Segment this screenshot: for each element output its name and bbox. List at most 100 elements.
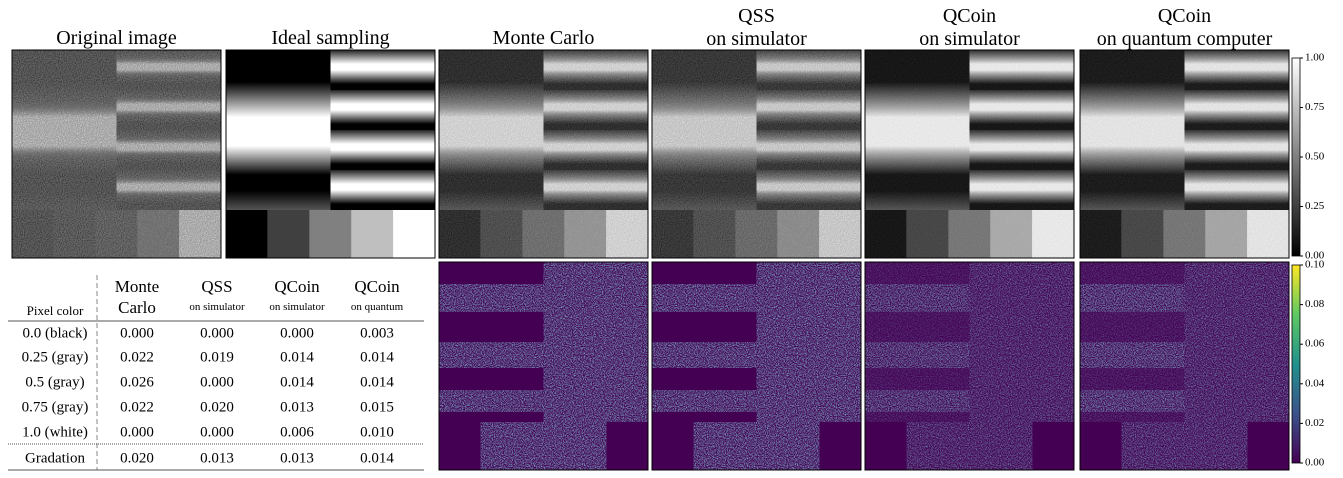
noise bbox=[12, 50, 221, 258]
panel-image bbox=[12, 50, 221, 258]
colorbar-tick-label: 0.50 bbox=[1305, 151, 1325, 163]
column-subheader: on simulator bbox=[269, 301, 325, 313]
error-map bbox=[652, 262, 861, 470]
colorbar-tick-label: 0.06 bbox=[1305, 338, 1325, 350]
table-cell: 0.020 bbox=[200, 399, 234, 415]
column-subheader: Carlo bbox=[118, 298, 156, 317]
row-label: 0.0 (black) bbox=[23, 325, 88, 341]
column-header: QCoin bbox=[274, 277, 320, 296]
row-label: 1.0 (white) bbox=[22, 424, 88, 440]
table-cell: 0.010 bbox=[360, 424, 394, 440]
table-cell: 0.000 bbox=[120, 325, 154, 341]
error-noise bbox=[652, 342, 757, 368]
colorbar-tick-label: 0.25 bbox=[1305, 200, 1325, 212]
panel-image bbox=[1080, 50, 1289, 258]
error-map bbox=[1080, 262, 1289, 470]
noise bbox=[865, 50, 1074, 258]
column-header: QCoin bbox=[354, 277, 400, 296]
table-cell: 0.014 bbox=[360, 374, 394, 390]
table-cell: 0.014 bbox=[280, 374, 314, 390]
colorbar-tick-label: 0.00 bbox=[1305, 457, 1325, 469]
error-noise bbox=[757, 262, 862, 422]
row-label: 0.75 (gray) bbox=[22, 399, 89, 415]
table-cell: 0.006 bbox=[280, 424, 314, 440]
error-noise bbox=[1122, 422, 1247, 470]
panel-image bbox=[439, 50, 648, 258]
page: {"panels": [ {"title_lines": ["Original … bbox=[0, 0, 1343, 478]
noise bbox=[439, 50, 648, 258]
figure: Original image Ideal sampling Monte Carlo Q… bbox=[0, 0, 1343, 473]
panel-title: QCoin bbox=[1158, 5, 1211, 27]
error-map bbox=[865, 262, 1074, 470]
error-noise bbox=[652, 390, 757, 412]
error-noise bbox=[439, 390, 544, 412]
colorbar-tick-label: 0.08 bbox=[1305, 298, 1325, 310]
error-noise bbox=[544, 262, 649, 422]
colorbar bbox=[1292, 58, 1300, 256]
table-cell: 0.022 bbox=[120, 399, 154, 415]
table-cell: 0.013 bbox=[280, 450, 314, 466]
table-cell: 0.014 bbox=[360, 450, 394, 466]
table-cell: 0.014 bbox=[280, 349, 314, 365]
row-label: 0.5 (gray) bbox=[25, 374, 84, 390]
error-noise bbox=[1080, 262, 1185, 422]
error-noise bbox=[439, 342, 544, 368]
error-noise bbox=[694, 422, 819, 470]
colorbar-tick-label: 0.02 bbox=[1305, 417, 1324, 429]
colorbar-tick-label: 1.00 bbox=[1305, 52, 1325, 64]
row-header: Pixel color bbox=[27, 303, 84, 318]
image-right bbox=[331, 50, 436, 210]
colorbar-tick-label: 0.10 bbox=[1305, 259, 1325, 271]
row-label: Gradation bbox=[25, 450, 85, 466]
table-cell: 0.026 bbox=[120, 374, 154, 390]
noise bbox=[1080, 50, 1289, 258]
panel-image bbox=[226, 50, 435, 258]
panel-image bbox=[865, 50, 1074, 258]
panel-title: Monte Carlo bbox=[493, 27, 595, 49]
table-cell: 0.000 bbox=[200, 325, 234, 341]
table-cell: 0.022 bbox=[120, 349, 154, 365]
swatch bbox=[393, 210, 435, 258]
table-cell: 0.000 bbox=[200, 374, 234, 390]
column-subheader: on simulator bbox=[189, 301, 245, 313]
error-noise bbox=[970, 262, 1075, 422]
error-noise bbox=[652, 284, 757, 312]
panel-image bbox=[652, 50, 861, 258]
error-noise bbox=[481, 422, 606, 470]
swatch bbox=[268, 210, 310, 258]
table-cell: 0.014 bbox=[360, 349, 394, 365]
table-cell: 0.003 bbox=[360, 325, 394, 341]
image-left bbox=[226, 50, 331, 210]
swatch bbox=[310, 210, 352, 258]
panel-title: on simulator bbox=[706, 28, 807, 50]
table-cell: 0.015 bbox=[360, 399, 394, 415]
table-cell: 0.013 bbox=[280, 399, 314, 415]
error-noise bbox=[1185, 262, 1290, 422]
column-subheader: on quantum bbox=[351, 301, 404, 313]
panel-title: QCoin bbox=[943, 5, 996, 27]
panel-title: on simulator bbox=[919, 28, 1020, 50]
panel-title: Original image bbox=[56, 27, 177, 49]
row-label: 0.25 (gray) bbox=[22, 349, 89, 365]
colorbar bbox=[1292, 265, 1300, 463]
panel-title: QSS bbox=[738, 5, 775, 27]
panel-title: Ideal sampling bbox=[271, 27, 389, 49]
table-cell: 0.000 bbox=[200, 424, 234, 440]
table-cell: 0.000 bbox=[280, 325, 314, 341]
error-noise bbox=[907, 422, 1032, 470]
error-noise bbox=[439, 284, 544, 312]
table-cell: 0.019 bbox=[200, 349, 234, 365]
table-cell: 0.020 bbox=[120, 450, 154, 466]
swatch bbox=[226, 210, 268, 258]
noise bbox=[652, 50, 861, 258]
panel-title: on quantum computer bbox=[1097, 28, 1273, 50]
colorbar-tick-label: 0.75 bbox=[1305, 101, 1325, 113]
column-header: Monte bbox=[115, 277, 159, 296]
error-noise bbox=[865, 262, 970, 422]
table-cell: 0.013 bbox=[200, 450, 234, 466]
swatch bbox=[351, 210, 393, 258]
table-cell: 0.000 bbox=[120, 424, 154, 440]
error-map bbox=[439, 262, 648, 470]
colorbar-tick-label: 0.04 bbox=[1305, 377, 1325, 389]
column-header: QSS bbox=[201, 277, 232, 296]
